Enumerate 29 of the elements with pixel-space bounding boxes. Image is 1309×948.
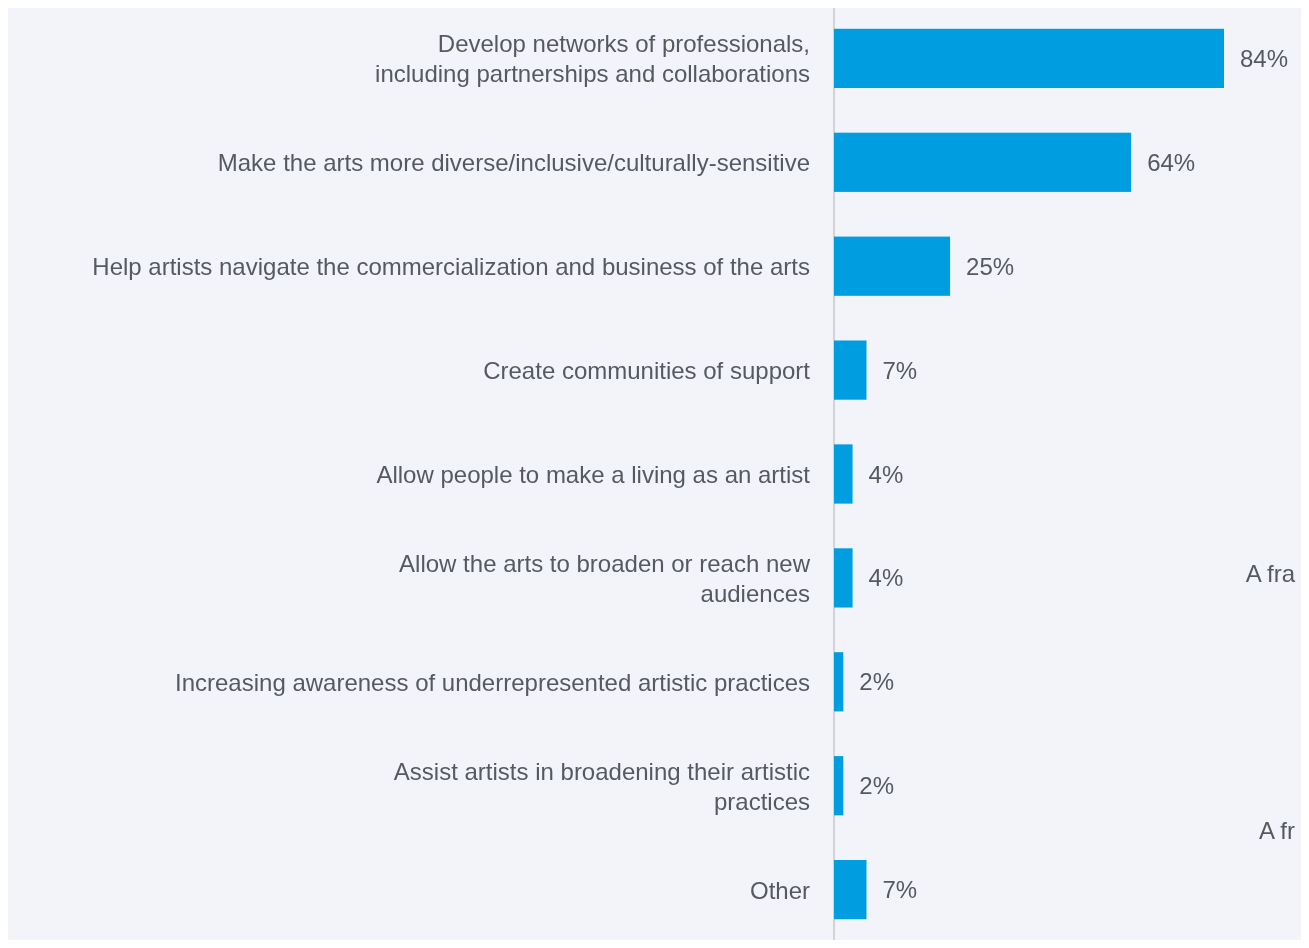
data-label: 4% <box>868 460 904 488</box>
y-tick-label: Allow the arts to broaden or reach new audiences <box>399 549 811 607</box>
data-label: 2% <box>859 668 894 696</box>
data-label: 7% <box>882 876 918 904</box>
y-tick-label: Make the arts more diverse/inclusive/culturally-sensitive <box>217 148 810 176</box>
bar <box>834 444 853 504</box>
y-tick-label: Develop networks of professionals, including partnerships and collaborations <box>375 29 810 87</box>
bar <box>834 340 867 400</box>
data-label: 4% <box>868 564 904 592</box>
bar <box>834 652 844 712</box>
bar <box>834 860 867 920</box>
data-label: 2% <box>859 772 894 800</box>
y-tick-label: Assist artists in broadening their artistic practices <box>393 757 810 815</box>
y-tick-label: Increasing awareness of underrepresented artistic practices <box>175 668 810 696</box>
data-label: 7% <box>882 356 918 384</box>
y-tick-label: Allow people to make a living as an artist <box>376 460 811 488</box>
bar <box>834 756 844 816</box>
text: A fr <box>1258 816 1295 844</box>
text: A fra <box>1245 559 1296 587</box>
bar <box>834 548 853 608</box>
data-label: 64% <box>1147 148 1196 176</box>
y-tick-label: Create communities of support <box>483 356 811 384</box>
y-tick-label: Help artists navigate the commercialization and business of the arts <box>92 252 810 280</box>
bar <box>834 132 1132 192</box>
data-label: 25% <box>966 252 1015 280</box>
bar <box>834 28 1224 88</box>
bar <box>834 236 951 296</box>
y-tick-label: Other <box>749 876 810 904</box>
data-label: 84% <box>1240 44 1289 72</box>
